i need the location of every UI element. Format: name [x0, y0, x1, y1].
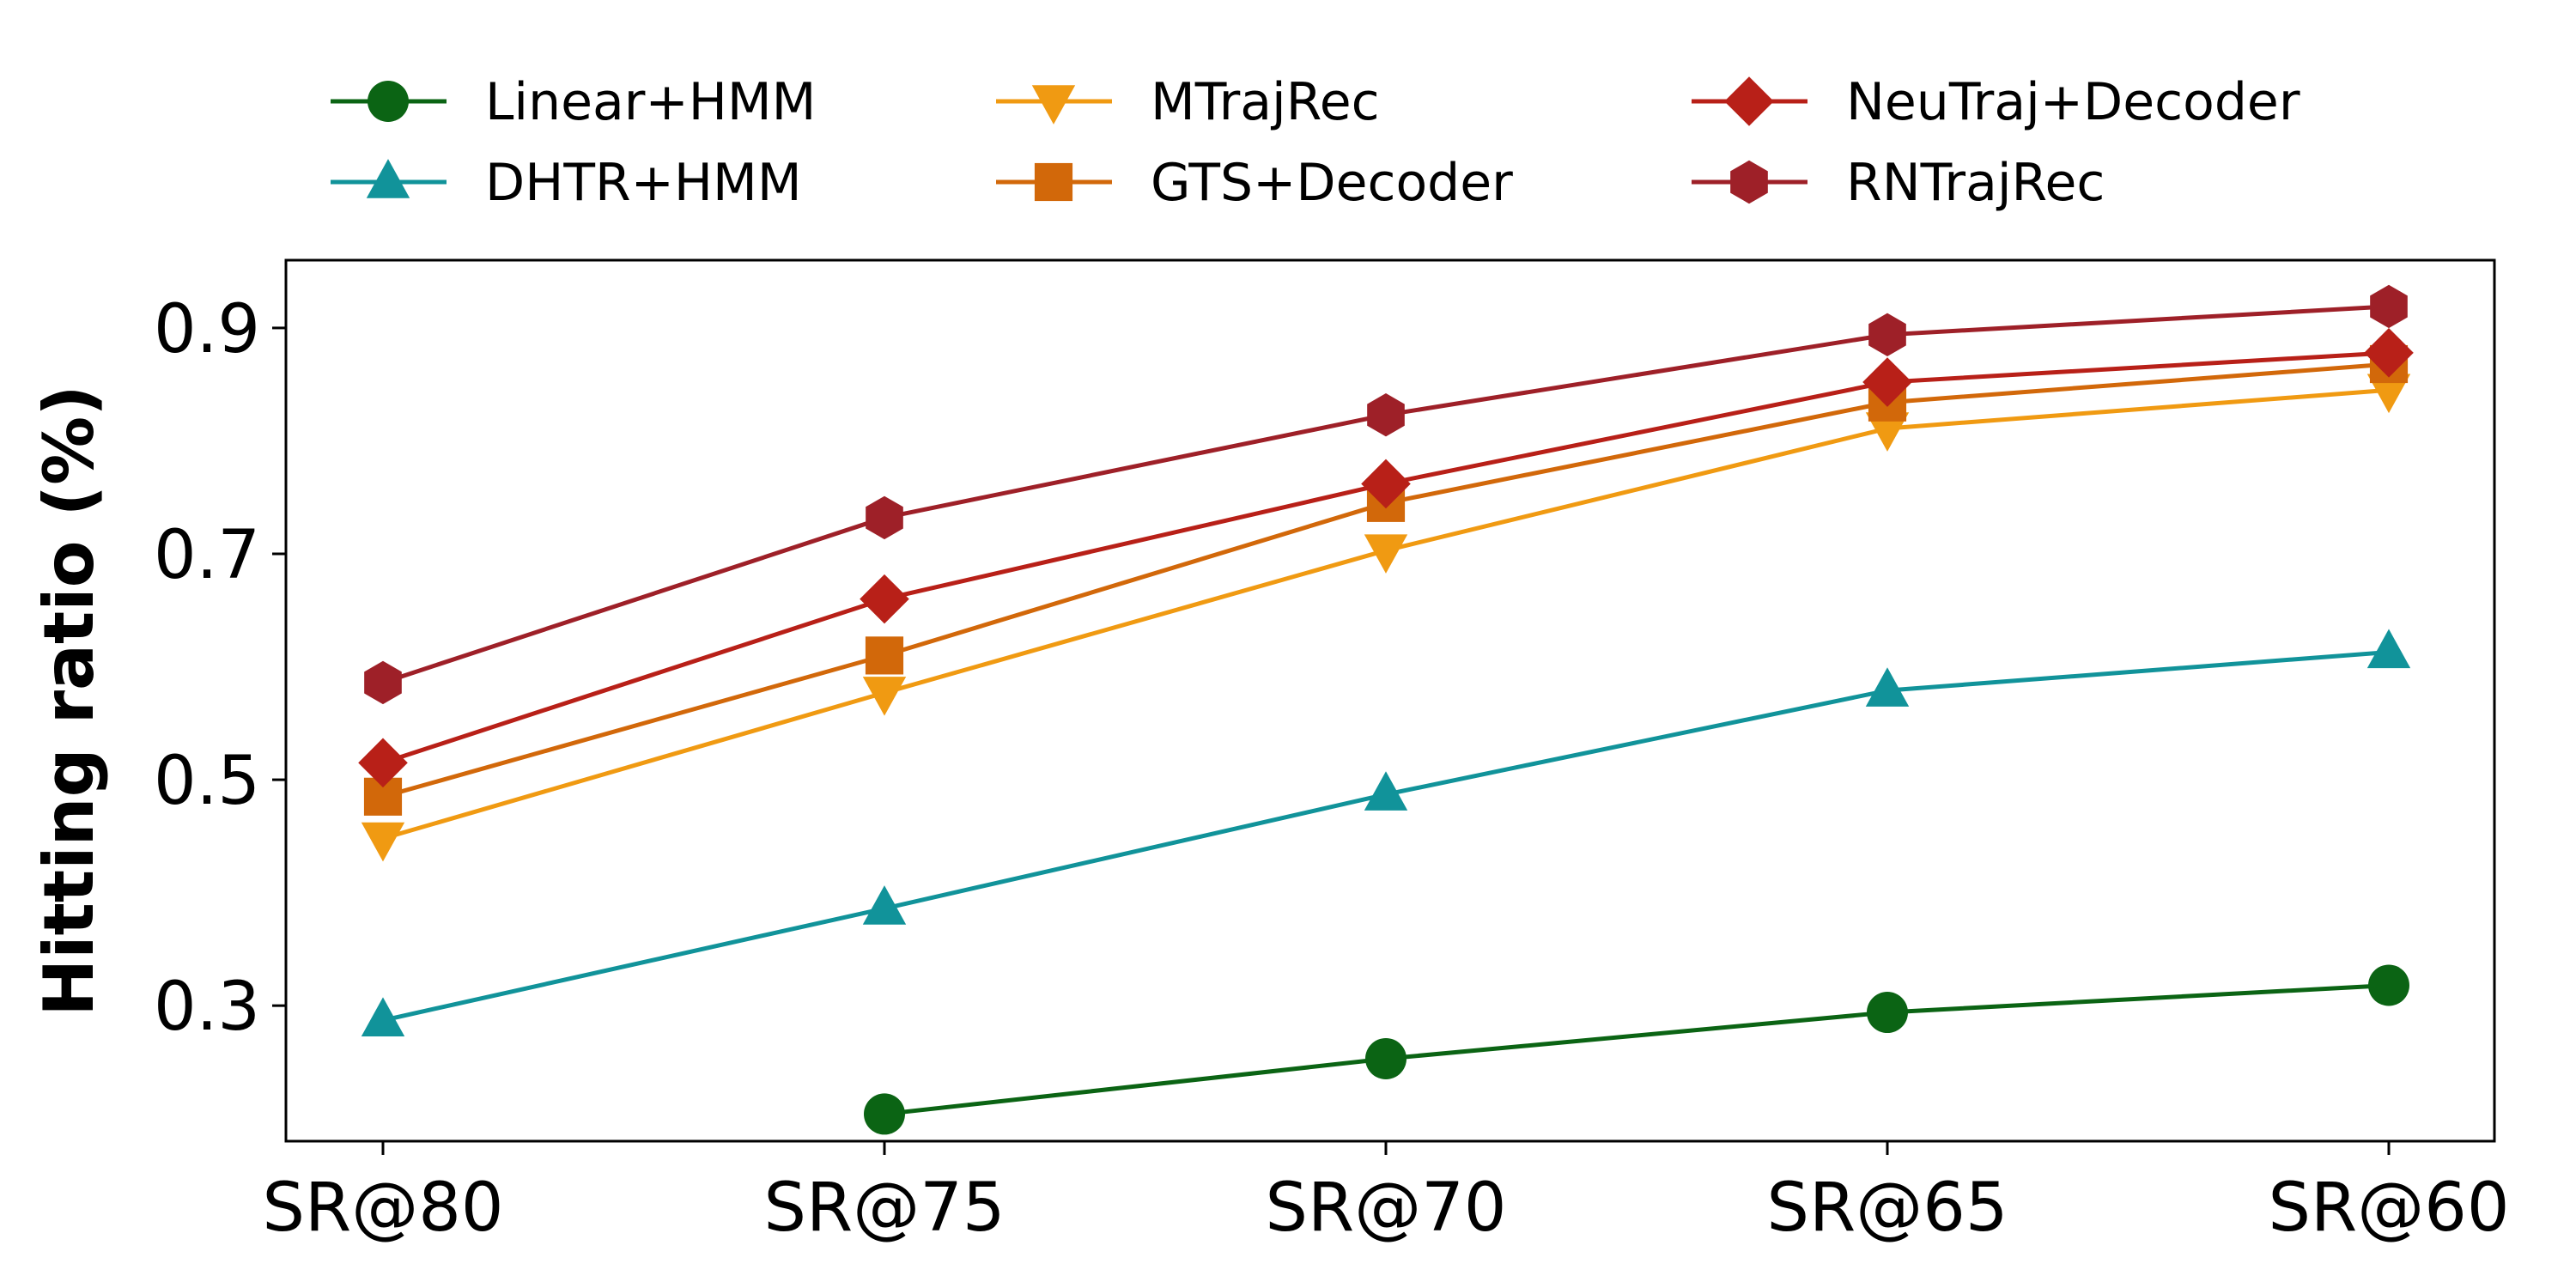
data-point [865, 636, 904, 675]
legend-marker [368, 81, 409, 122]
y-tick-label: 0.3 [154, 969, 260, 1046]
series-rntrajrec [364, 284, 2408, 705]
x-tick-label: SR@70 [1266, 1170, 1507, 1247]
legend-entry-dhtr-hmm: DHTR+HMM [331, 153, 802, 213]
legend-entry-linear-hmm: Linear+HMM [331, 72, 816, 132]
series-dhtr-hmm [361, 629, 2411, 1036]
data-point [2368, 964, 2409, 1006]
legend-label: NeuTraj+Decoder [1846, 72, 2300, 132]
data-point [1868, 313, 1906, 357]
data-point [1367, 393, 1405, 437]
data-point [1867, 992, 1908, 1034]
x-axis: SR@80 SR@75 SR@70 SR@65 SR@60 [263, 1141, 2510, 1247]
data-point [2370, 284, 2408, 329]
legend-entry-neutraj-decoder: NeuTraj+Decoder [1692, 72, 2300, 132]
data-point [866, 495, 903, 540]
y-tick-label: 0.7 [154, 517, 260, 594]
legend-entry-mtrajrec: MTrajRec [996, 72, 1380, 132]
plot-area [286, 260, 2494, 1141]
data-point [1361, 459, 1411, 509]
data-point [864, 1093, 905, 1135]
data-point [1364, 534, 1408, 574]
y-axis: 0.3 0.5 0.7 0.9 [154, 291, 286, 1046]
y-axis-title: Hitting ratio (%) [29, 385, 109, 1017]
data-point [1865, 412, 1910, 452]
series-neutraj-decoder [358, 328, 2414, 788]
series-mtrajrec [361, 374, 2411, 862]
data-point [1865, 667, 1910, 707]
data-point [1364, 771, 1408, 811]
data-point [2366, 374, 2411, 414]
series-line-linear-hmm [884, 982, 2390, 1116]
x-tick-label: SR@60 [2269, 1170, 2510, 1247]
plot-frame [284, 258, 2496, 1143]
legend-label: MTrajRec [1151, 72, 1380, 132]
legend-entry-gts-decoder: GTS+Decoder [996, 153, 1513, 213]
legend-entry-rntrajrec: RNTrajRec [1692, 153, 2105, 213]
x-tick-label: SR@65 [1767, 1170, 2008, 1247]
legend-marker [1034, 162, 1073, 202]
x-tick-label: SR@75 [764, 1170, 1005, 1247]
data-point [2364, 328, 2414, 378]
data-point [862, 885, 907, 925]
data-point [361, 822, 405, 862]
legend-marker [1724, 76, 1774, 126]
legend-label: DHTR+HMM [485, 153, 802, 213]
data-point [361, 997, 405, 1036]
legend: Linear+HMM DHTR+HMM MTrajRec GTS+Decoder Neu… [331, 72, 2300, 213]
y-tick-label: 0.5 [154, 743, 260, 820]
series-linear-hmm [864, 964, 2409, 1135]
legend-marker [1031, 85, 1076, 125]
legend-label: RNTrajRec [1846, 153, 2105, 213]
data-point [364, 660, 402, 705]
legend-marker [1730, 160, 1768, 204]
data-point [1862, 357, 1912, 407]
legend-marker [366, 159, 410, 198]
data-point [862, 677, 907, 716]
series-layer [358, 284, 2414, 1135]
y-tick-label: 0.9 [154, 291, 260, 368]
legend-label: Linear+HMM [485, 72, 816, 132]
data-point [358, 738, 408, 788]
data-point [2366, 629, 2411, 669]
legend-label: GTS+Decoder [1151, 153, 1513, 213]
x-tick-label: SR@80 [263, 1170, 504, 1247]
data-point [1365, 1037, 1406, 1079]
data-point [860, 574, 909, 624]
